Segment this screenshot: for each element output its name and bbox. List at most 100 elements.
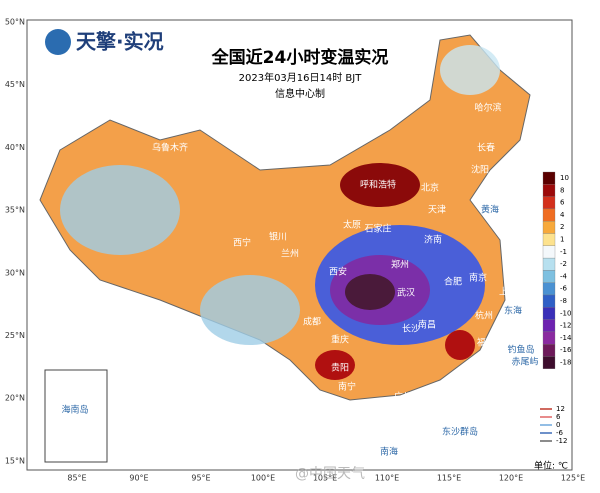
colorbar-label: -16 — [560, 346, 572, 354]
place-label: 福州 — [477, 337, 495, 349]
lon-label: 105°E — [313, 474, 337, 483]
place-label: 太原 — [343, 219, 361, 231]
contour-legend-label: 0 — [556, 421, 560, 429]
colorbar-swatch — [542, 344, 556, 357]
colorbar-label: 1 — [560, 236, 564, 244]
colorbar-swatch — [542, 184, 556, 197]
place-label: 东沙群岛 — [442, 426, 478, 438]
place-label: 澳门 — [371, 407, 389, 419]
place-label: 东海 — [504, 305, 522, 317]
warm-zone — [445, 330, 475, 360]
place-label: 兰州 — [281, 248, 299, 260]
colorbar-label: -10 — [560, 309, 571, 317]
brand-logo — [45, 29, 71, 55]
place-label: 石家庄 — [364, 223, 391, 235]
place-label: 杭州 — [475, 310, 493, 322]
warm-zone — [315, 350, 355, 380]
place-label: 西宁 — [233, 237, 251, 249]
colorbar-swatch — [542, 270, 556, 283]
lon-label: 90°E — [129, 474, 148, 483]
colorbar-swatch — [542, 356, 556, 369]
colorbar-swatch — [542, 196, 556, 210]
lat-label: 45°N — [5, 80, 25, 89]
cool-zone — [60, 165, 180, 255]
colorbar-swatch — [542, 208, 556, 222]
place-label: 呼和浩特 — [360, 179, 396, 191]
colorbar-label: 8 — [560, 186, 564, 194]
place-label: 钓鱼岛 — [507, 344, 534, 356]
place-label: 拉萨 — [168, 311, 186, 323]
colorbar-swatch — [542, 257, 556, 271]
place-label: 北京 — [421, 182, 439, 194]
place-label: 黄海 — [481, 204, 499, 216]
lon-label: 120°E — [499, 474, 523, 483]
lat-label: 50°N — [5, 18, 25, 27]
place-label: 南昌 — [418, 319, 436, 331]
lon-label: 115°E — [437, 474, 461, 483]
colorbar-label: -14 — [560, 334, 572, 342]
contour-legend-label: -12 — [556, 437, 567, 445]
brand: 天擎·实况 — [76, 30, 164, 54]
colorbar-label: -8 — [560, 297, 567, 305]
unit: 单位: ℃ — [534, 460, 568, 472]
lon-label: 95°E — [191, 474, 210, 483]
inset-frame — [44, 369, 108, 463]
place-label: 南京 — [469, 272, 487, 284]
subtitle: 2023年03月16日14时 BJT — [239, 71, 363, 84]
lat-label: 35°N — [5, 206, 25, 215]
lon-label: 110°E — [375, 474, 399, 483]
lat-label: 20°N — [5, 394, 25, 403]
lon-label: 100°E — [251, 474, 275, 483]
credit: 信息中心制 — [275, 87, 325, 100]
place-label: 赤尾屿 — [511, 357, 538, 368]
lat-label: 30°N — [5, 268, 25, 277]
colorbar-label: 10 — [560, 174, 569, 182]
place-label: 广州 — [394, 391, 412, 403]
cool-zone — [200, 275, 300, 345]
place-label: 沈阳 — [471, 164, 489, 176]
colorbar-label: 4 — [560, 211, 565, 219]
lon-label: 125°E — [561, 474, 585, 483]
contour-legend-label: 6 — [556, 413, 561, 421]
colorbar-swatch — [542, 319, 556, 333]
place-label: 重庆 — [331, 334, 349, 346]
colorbar-swatch — [542, 245, 556, 259]
colorbar-swatch — [542, 171, 556, 185]
lat-label: 40°N — [5, 143, 25, 152]
colorbar-label: -2 — [560, 260, 567, 268]
place-label: 贵阳 — [331, 362, 349, 374]
place-label: 武汉 — [397, 287, 415, 299]
watermark: @中国天气 — [295, 466, 365, 482]
place-label: 哈尔滨 — [474, 102, 501, 114]
place-label: 长春 — [477, 142, 495, 154]
place-label: 香港 — [415, 407, 433, 419]
place-label: 济南 — [424, 234, 442, 246]
colorbar-label: -12 — [560, 322, 571, 330]
colorbar-swatch — [542, 307, 556, 320]
place-label: 合肥 — [444, 276, 462, 288]
place-label: 银川 — [269, 231, 287, 243]
colorbar-swatch — [542, 294, 556, 308]
place-label: 南海 — [380, 446, 398, 458]
coldest-zone — [345, 274, 395, 310]
place-label: 天津 — [428, 205, 446, 216]
colorbar-swatch — [542, 221, 556, 234]
place-label: 上海 — [499, 286, 517, 298]
colorbar-swatch — [542, 233, 556, 246]
colorbar-swatch — [542, 282, 556, 296]
contour-legend-label: -6 — [556, 429, 564, 437]
colorbar-label: -4 — [560, 272, 568, 280]
lat-label: 15°N — [5, 456, 25, 465]
place-label: 昆明 — [256, 382, 274, 393]
colorbar-label: -6 — [560, 285, 568, 293]
place-label: 成都 — [303, 316, 321, 328]
colorbar-label: 2 — [560, 223, 564, 231]
place-label: 乌鲁木齐 — [152, 142, 188, 154]
place-label: 西安 — [329, 266, 347, 278]
warm-zone — [340, 163, 420, 207]
place-label: 海口 — [351, 434, 369, 446]
place-label: 郑州 — [391, 259, 409, 271]
lon-label: 85°E — [67, 474, 86, 483]
title: 全国近24小时变温实况 — [211, 47, 389, 68]
